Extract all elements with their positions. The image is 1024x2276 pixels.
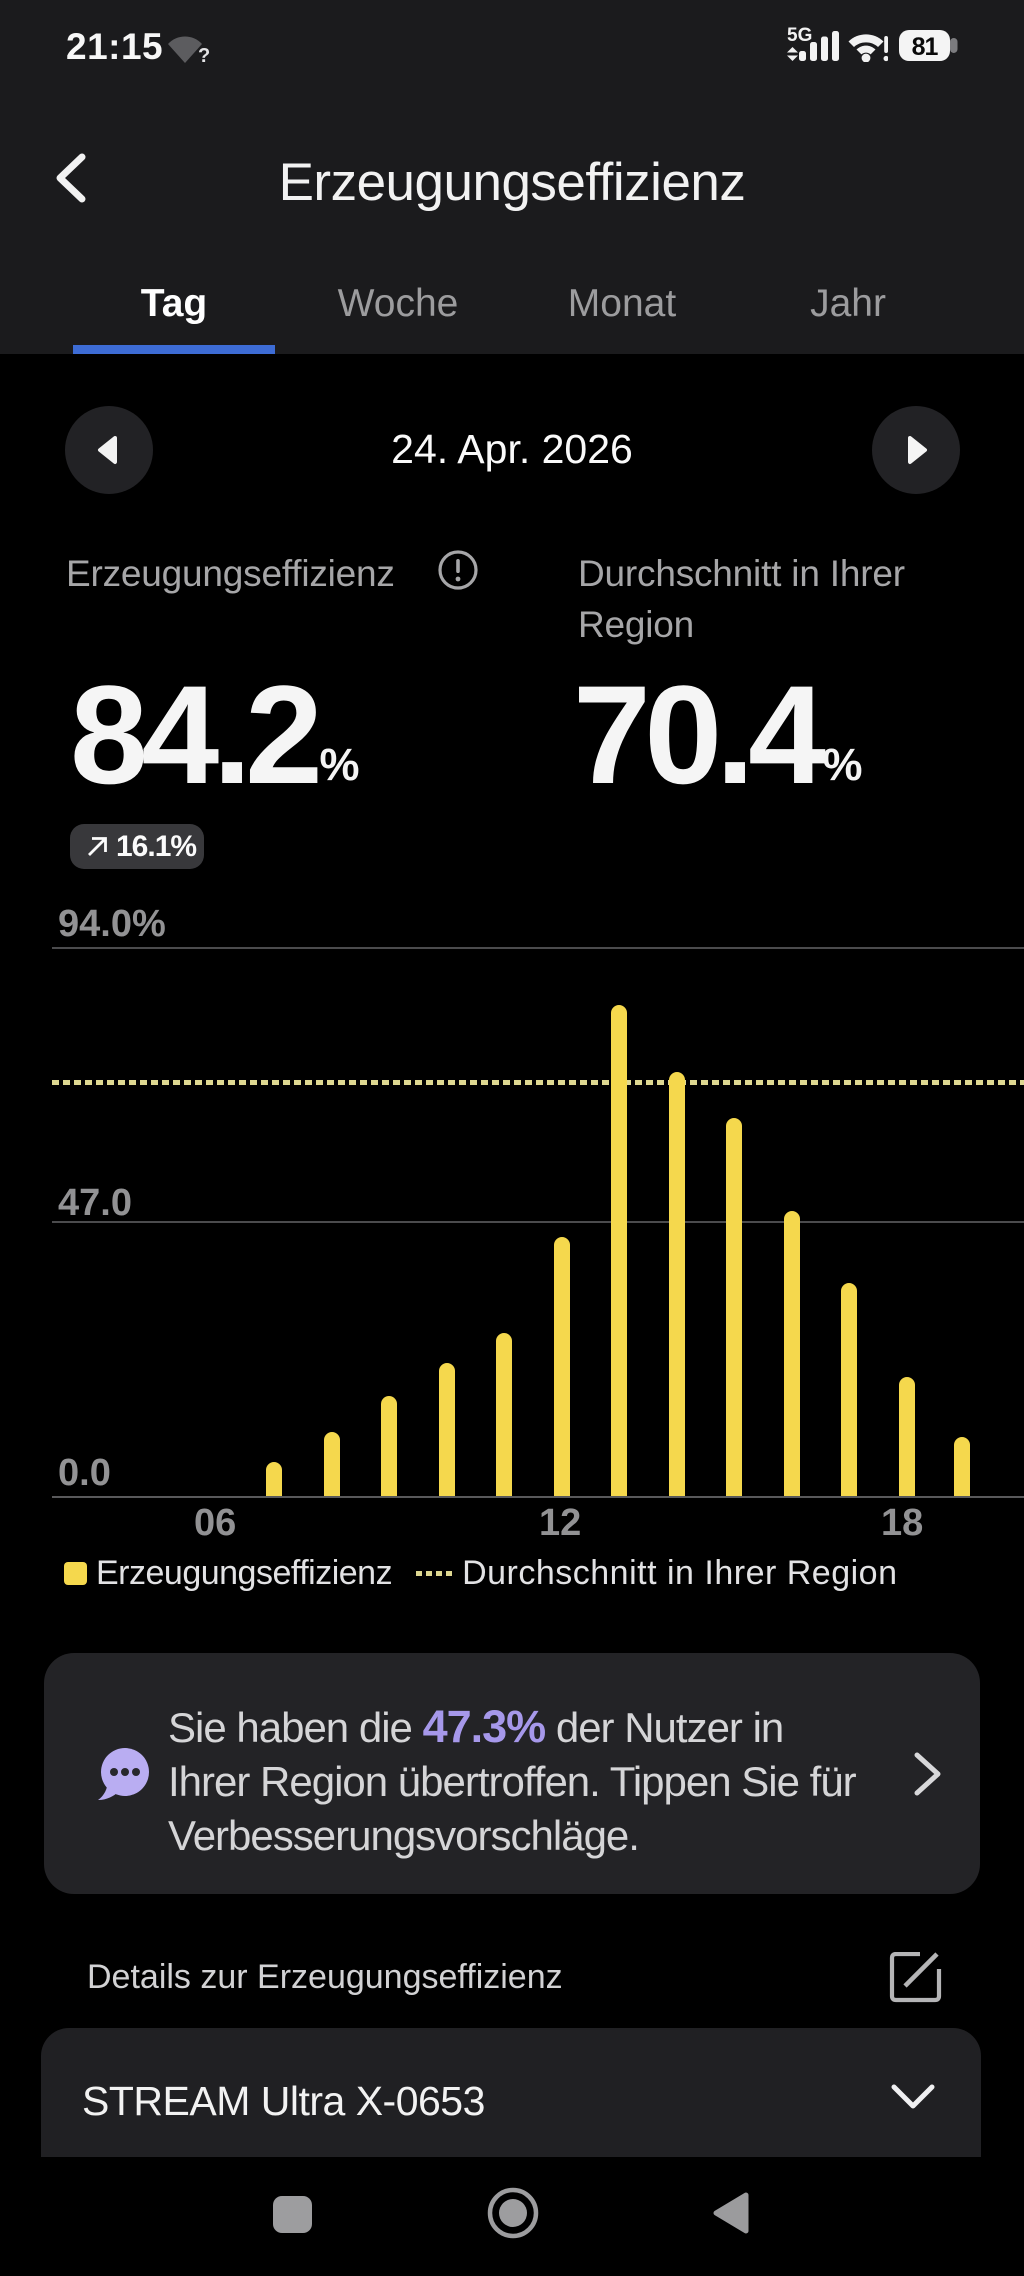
svg-text:81: 81: [912, 33, 939, 61]
svg-text:?: ?: [198, 45, 210, 66]
